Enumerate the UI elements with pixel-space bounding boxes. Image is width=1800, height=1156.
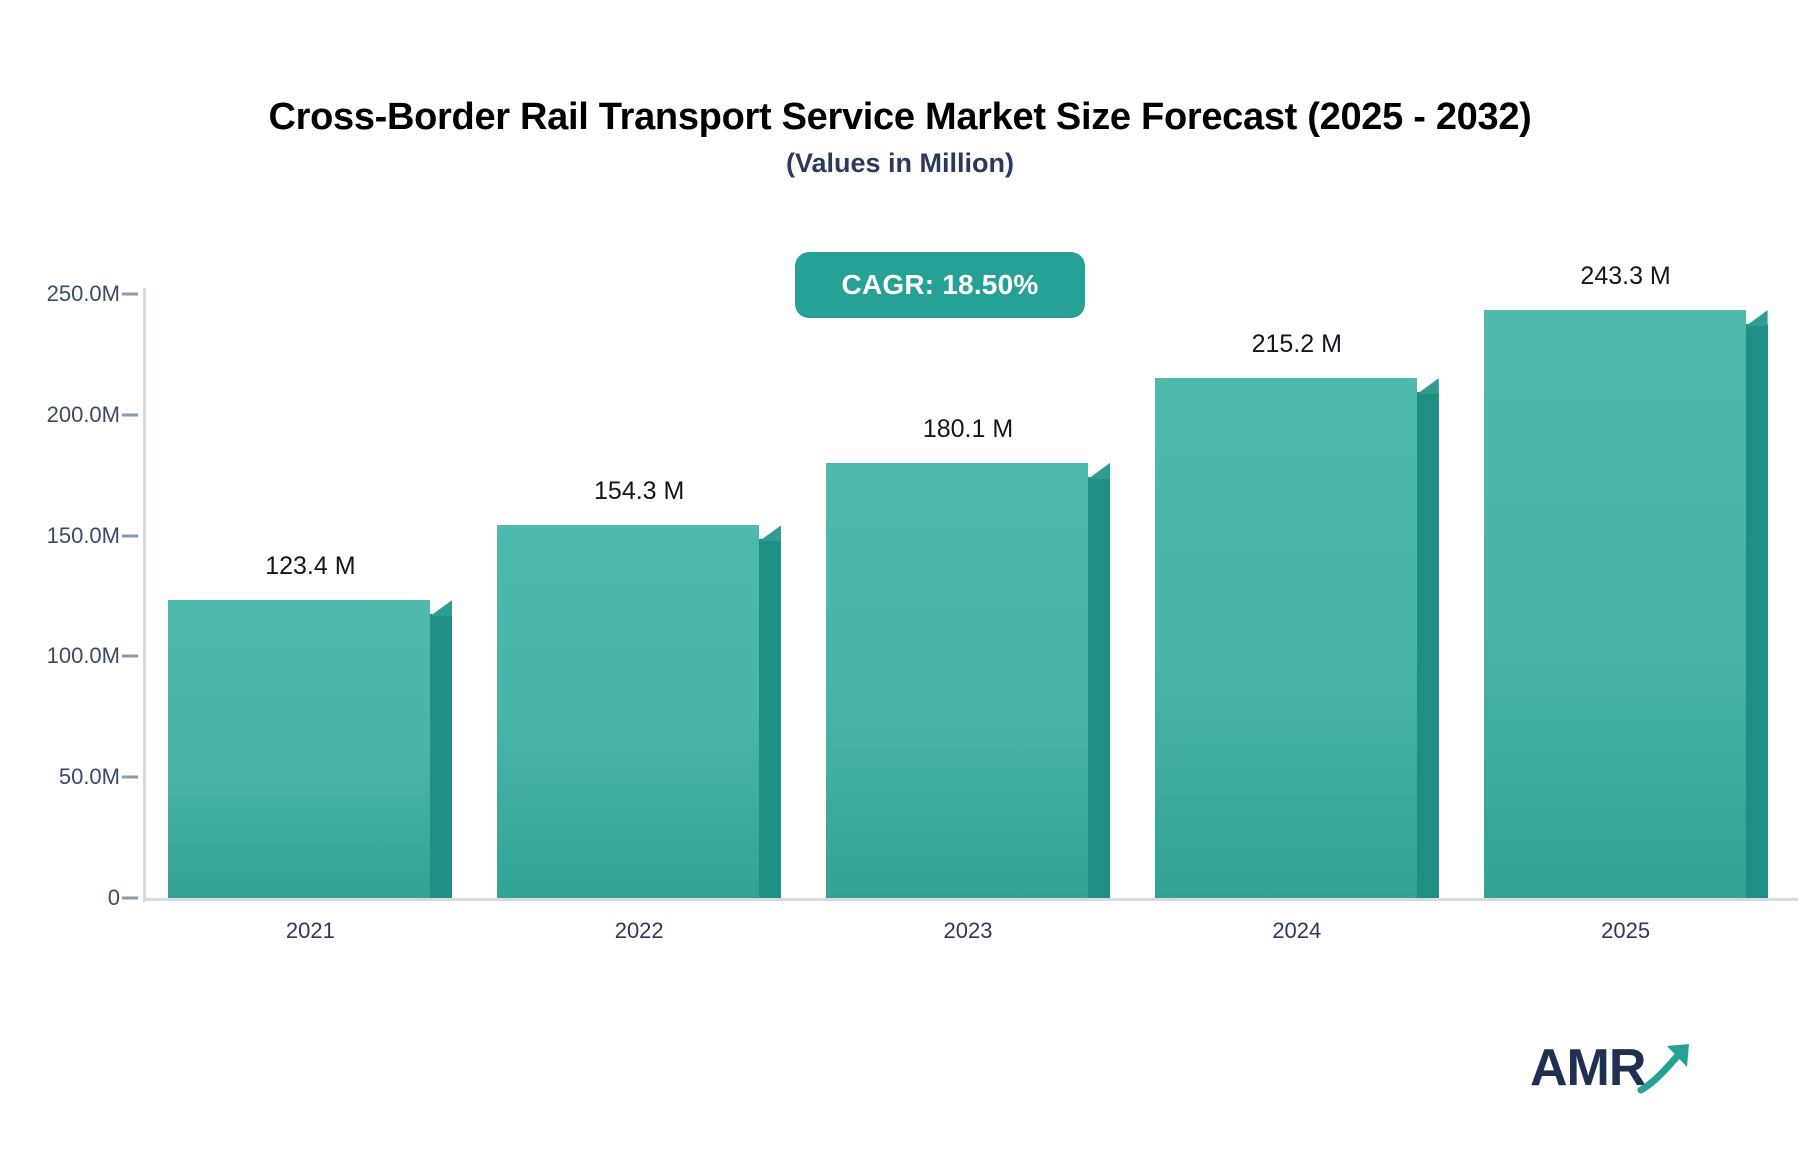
y-axis-tick-mark <box>122 413 138 417</box>
logo-text: AMR <box>1530 1039 1646 1097</box>
bar-side-face <box>1416 392 1439 898</box>
bar-2021 <box>168 599 453 898</box>
y-axis-tick-mark <box>122 775 138 779</box>
y-axis-tick-label: 200.0M <box>46 401 120 427</box>
y-axis-line <box>143 288 146 902</box>
y-axis-tick-mark <box>122 292 138 296</box>
page-title: Cross-Border Rail Transport Service Mark… <box>268 96 1532 138</box>
cagr-badge-label: CAGR: 18.50% <box>841 269 1039 300</box>
bar-front-face <box>1483 310 1746 898</box>
bar-side-face <box>1088 476 1110 898</box>
chart-subtitle: (Values in Million) <box>785 148 1015 178</box>
y-axis-tick-mark <box>122 896 138 900</box>
y-axis-tick-mark <box>122 534 138 538</box>
y-axis-tick-label: 150.0M <box>46 522 120 548</box>
bar-side-face <box>430 613 453 898</box>
bar-side-face <box>759 539 782 898</box>
y-axis-tick-label: 50.0M <box>58 764 120 790</box>
y-axis-tick-mark <box>122 654 138 658</box>
bar-value-label: 123.4 M <box>265 551 356 580</box>
x-axis-tick-label: 2021 <box>285 918 335 943</box>
y-axis-tick-label: 250.0M <box>46 281 120 306</box>
amr-logo: AMR <box>1530 1040 1699 1096</box>
bar-top-face <box>1088 462 1110 479</box>
x-axis-tick-label: 2025 <box>1601 918 1651 943</box>
bar-value-label: 215.2 M <box>1251 330 1342 359</box>
bar-value-label: 180.1 M <box>922 414 1014 443</box>
bar-front-face <box>168 599 431 898</box>
bar-value-label: 154.3 M <box>594 477 685 506</box>
bar-side-face <box>1745 324 1768 898</box>
x-axis-tick-label: 2024 <box>1272 918 1322 943</box>
cagr-badge: CAGR: 18.50% <box>795 252 1085 318</box>
bar-front-face <box>826 462 1088 898</box>
x-axis-tick-label: 2022 <box>614 918 664 943</box>
bar-2025 <box>1483 310 1768 898</box>
trend-arrow-icon <box>1637 1040 1699 1096</box>
bar-2022 <box>497 525 782 898</box>
bar-2023 <box>826 462 1110 898</box>
bar-front-face <box>497 525 760 898</box>
bar-front-face <box>1154 378 1417 898</box>
bar-value-label: 243.3 M <box>1580 262 1671 291</box>
bar-2024 <box>1154 378 1439 898</box>
x-axis-tick-label: 2023 <box>943 918 993 943</box>
bar-top-face <box>1745 310 1768 327</box>
y-axis-tick-label: 0 <box>107 885 120 910</box>
bar-top-face <box>1416 378 1439 395</box>
y-axis-tick-label: 100.0M <box>46 643 120 669</box>
x-axis-line <box>143 898 1798 901</box>
